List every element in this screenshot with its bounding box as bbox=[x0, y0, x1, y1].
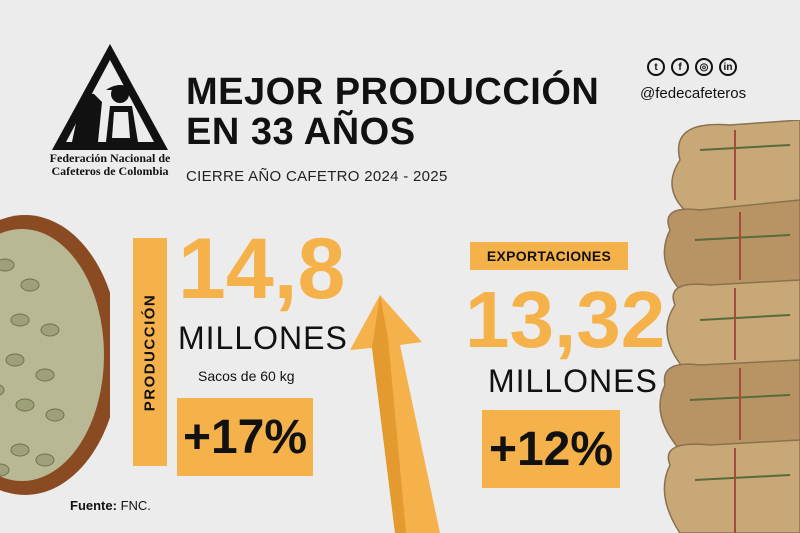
exports-label: EXPORTACIONES bbox=[486, 248, 612, 264]
production-sub: Sacos de 60 kg bbox=[198, 368, 295, 384]
title-line-1: MEJOR PRODUCCIÓN bbox=[186, 71, 600, 113]
fnc-logo bbox=[52, 44, 168, 150]
social-handle[interactable]: @fedecafeteros bbox=[640, 85, 747, 102]
page-title: MEJOR PRODUCCIÓN EN 33 AÑOS bbox=[186, 72, 599, 152]
exports-label-box bbox=[470, 242, 628, 270]
exports-unit: MILLONES bbox=[488, 363, 658, 399]
instagram-icon[interactable]: ◎ bbox=[695, 58, 713, 76]
title-line-2: EN 33 AÑOS bbox=[186, 111, 416, 153]
source-note: Fuente: FNC. bbox=[70, 498, 151, 513]
production-change-box bbox=[177, 398, 313, 476]
exports-value: 13,32 bbox=[465, 275, 666, 364]
production-label-text: PRODUCCIÓN bbox=[141, 293, 159, 411]
source-prefix: Fuente: bbox=[70, 498, 117, 513]
production-value: 14,8 bbox=[178, 221, 346, 317]
coffee-sacks-image bbox=[659, 120, 800, 533]
production-unit: MILLONES bbox=[178, 320, 348, 356]
exports-change: +12% bbox=[488, 422, 614, 476]
logo-line-2: Cafeteros de Colombia bbox=[51, 164, 169, 178]
coffee-beans-bowl-image bbox=[0, 215, 110, 495]
production-change: +17% bbox=[182, 410, 308, 464]
linkedin-icon[interactable]: in bbox=[719, 58, 737, 76]
facebook-icon[interactable]: f bbox=[671, 58, 689, 76]
source-text: FNC. bbox=[120, 498, 151, 513]
social-icons: t f ◎ in bbox=[647, 58, 737, 76]
twitter-icon[interactable]: t bbox=[647, 58, 665, 76]
production-label: PRODUCCIÓN bbox=[133, 238, 167, 466]
logo-text: Federación Nacional de Cafeteros de Colo… bbox=[40, 152, 180, 178]
logo-line-1: Federación Nacional de bbox=[49, 151, 171, 165]
page-subtitle: CIERRE AÑO CAFETRO 2024 - 2025 bbox=[186, 168, 448, 185]
production-label-bar bbox=[133, 238, 167, 466]
exports-change-box bbox=[482, 410, 620, 488]
up-arrow-icon bbox=[350, 295, 440, 533]
